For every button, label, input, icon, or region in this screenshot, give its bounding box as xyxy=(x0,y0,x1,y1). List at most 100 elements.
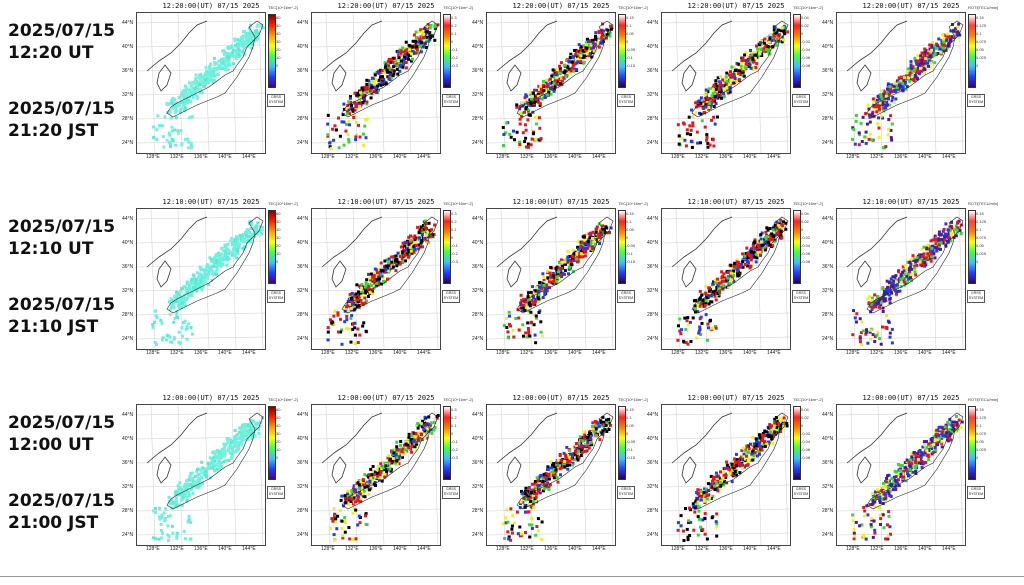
lat-label: 44°N xyxy=(122,216,134,222)
time-row: 2025/07/15 12:10 UT 2025/07/15 21:10 JST 12… xyxy=(0,196,1024,376)
lat-label: 28°N xyxy=(822,116,834,122)
system-logo: GRSS SYSTEM xyxy=(792,94,810,107)
colorbar-tick: 0.1 xyxy=(976,227,982,232)
colorbar-tick: 0 xyxy=(276,63,279,68)
lon-label: 132°E xyxy=(520,546,534,552)
lat-label: 36°N xyxy=(647,264,659,270)
lat-label: 28°N xyxy=(822,312,834,318)
jst-time: 21:20 JST xyxy=(8,121,99,141)
japan-map xyxy=(661,12,791,154)
lat-label: 28°N xyxy=(472,312,484,318)
colorbar-tick: -0.02 xyxy=(801,39,811,44)
colorbar-tick: 0 xyxy=(451,431,454,436)
lat-label: 36°N xyxy=(297,264,309,270)
lon-label: 144°E xyxy=(942,350,956,356)
colorbar-tick: -0.08 xyxy=(801,259,811,264)
colorbar-tick: -0.05 xyxy=(626,439,636,444)
jst-date: 2025/07/15 xyxy=(8,491,116,511)
colorbar-title: TEC[10^16m^-2] xyxy=(793,201,823,206)
colorbar xyxy=(793,406,801,480)
lat-label: 40°N xyxy=(122,44,134,50)
ut-timestamp: 2025/07/15 12:10 UT xyxy=(8,216,128,260)
lon-label: 140°E xyxy=(568,350,582,356)
lon-label: 144°E xyxy=(767,154,781,160)
lat-label: 28°N xyxy=(647,508,659,514)
lat-label: 28°N xyxy=(122,116,134,122)
colorbar-tick: 0.2 xyxy=(451,219,457,224)
lat-label: 32°N xyxy=(822,484,834,490)
lon-label: 132°E xyxy=(345,350,359,356)
system-logo: GRSS SYSTEM xyxy=(267,94,285,107)
lat-label: 24°N xyxy=(472,336,484,342)
lat-label: 40°N xyxy=(647,436,659,442)
lon-label: 140°E xyxy=(218,350,232,356)
lon-label: 140°E xyxy=(218,546,232,552)
system-logo: GRSS SYSTEM xyxy=(267,290,285,303)
lat-label: 36°N xyxy=(122,68,134,74)
colorbar-tick: 50 xyxy=(276,415,281,420)
lon-label: 136°E xyxy=(544,350,558,356)
lat-label: 24°N xyxy=(122,140,134,146)
colorbar-tick: -0.04 xyxy=(801,47,811,52)
lat-label: 28°N xyxy=(472,508,484,514)
panel-title: 12:10:00(UT) 07/15 2025 xyxy=(337,198,435,206)
lon-label: 140°E xyxy=(568,154,582,160)
colorbar-tick: 0.3 xyxy=(451,407,457,412)
lat-label: 36°N xyxy=(122,264,134,270)
lat-label: 44°N xyxy=(822,412,834,418)
japan-map xyxy=(836,404,966,546)
lon-label: 144°E xyxy=(242,154,256,160)
lon-label: 144°E xyxy=(417,546,431,552)
lon-label: 144°E xyxy=(592,154,606,160)
system-logo: GRSS SYSTEM xyxy=(267,486,285,499)
lon-label: 132°E xyxy=(870,546,884,552)
lon-label: 140°E xyxy=(918,546,932,552)
lon-label: 132°E xyxy=(170,546,184,552)
colorbar-tick: 0 xyxy=(801,423,804,428)
colorbar-tick: 0.15 xyxy=(626,407,634,412)
colorbar-title: TEC[10^16m^-2] xyxy=(268,201,298,206)
lon-label: 136°E xyxy=(194,154,208,160)
panel-title: 12:10:00(UT) 07/15 2025 xyxy=(512,198,610,206)
panel-title: 12:00:00(UT) 07/15 2025 xyxy=(162,394,260,402)
lat-label: 44°N xyxy=(297,412,309,418)
jst-time: 21:10 JST xyxy=(8,317,99,337)
lat-label: 24°N xyxy=(297,532,309,538)
footer-divider xyxy=(0,576,1024,577)
colorbar-ticks: 60 50 40 30 20 10 0 xyxy=(276,14,294,86)
colorbar-tick: 0.05 xyxy=(976,439,984,444)
lat-label: 36°N xyxy=(297,68,309,74)
lat-label: 32°N xyxy=(297,92,309,98)
japan-map xyxy=(311,404,441,546)
colorbar-ticks: 0.3 0.2 0.1 0 -0.1 -0.2 -0.3 xyxy=(451,406,469,478)
colorbar-tick: 50 xyxy=(276,23,281,28)
japan-map xyxy=(136,12,266,154)
panel-title: 12:20:00(UT) 07/15 2025 xyxy=(687,2,785,10)
japan-map xyxy=(836,12,966,154)
lon-label: 140°E xyxy=(743,154,757,160)
lon-label: 128°E xyxy=(846,546,860,552)
colorbar-ticks: 0.15 0.125 0.1 0.075 0.05 0.025 0 xyxy=(976,406,994,478)
lon-label: 136°E xyxy=(894,350,908,356)
lat-label: 40°N xyxy=(822,436,834,442)
map-panel-dtec: 12:10:00(UT) 07/15 2025 44°N 40°N 36°N 32°N… xyxy=(297,198,473,358)
colorbar-tick: 60 xyxy=(276,211,281,216)
lon-label: 128°E xyxy=(146,546,160,552)
colorbar-tick: 60 xyxy=(276,407,281,412)
lat-label: 44°N xyxy=(472,216,484,222)
colorbar xyxy=(793,210,801,284)
lat-label: 36°N xyxy=(122,460,134,466)
system-logo: GRSS SYSTEM xyxy=(617,486,635,499)
colorbar-tick: -0.2 xyxy=(451,447,458,452)
lat-label: 24°N xyxy=(822,532,834,538)
lon-label: 132°E xyxy=(170,154,184,160)
colorbar-tick: -0.04 xyxy=(801,439,811,444)
colorbar-tick: 0.02 xyxy=(801,219,809,224)
lat-label: 24°N xyxy=(122,336,134,342)
colorbar-tick: 0.05 xyxy=(626,31,634,36)
colorbar-tick: 0.15 xyxy=(976,15,984,20)
lat-label: 44°N xyxy=(297,216,309,222)
colorbar-ticks: 0.3 0.2 0.1 0 -0.1 -0.2 -0.3 xyxy=(451,14,469,86)
colorbar-title: TEC[10^16m^-2] xyxy=(618,397,648,402)
lat-label: 36°N xyxy=(647,68,659,74)
